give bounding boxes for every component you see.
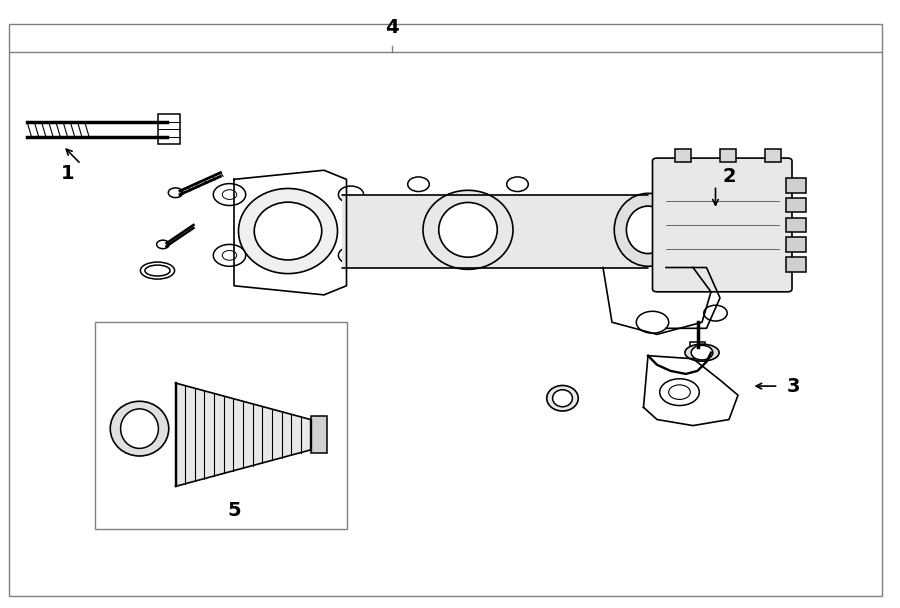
Ellipse shape (140, 262, 175, 279)
Ellipse shape (110, 401, 169, 456)
Circle shape (157, 240, 169, 249)
FancyBboxPatch shape (652, 158, 792, 292)
Circle shape (213, 244, 246, 266)
Bar (786, 178, 806, 193)
Circle shape (669, 385, 690, 399)
Bar (94, 322, 346, 529)
Bar (690, 342, 705, 347)
Ellipse shape (423, 190, 513, 269)
Bar (720, 149, 736, 162)
Bar (786, 198, 806, 213)
Ellipse shape (553, 390, 572, 407)
Ellipse shape (121, 409, 158, 449)
Ellipse shape (145, 265, 170, 276)
Circle shape (691, 345, 713, 360)
Ellipse shape (238, 188, 338, 274)
Bar (765, 149, 781, 162)
Bar (786, 257, 806, 272)
Ellipse shape (685, 344, 719, 361)
Polygon shape (176, 383, 310, 486)
Circle shape (338, 186, 364, 203)
Bar (310, 416, 327, 453)
Ellipse shape (626, 206, 670, 254)
Text: 4: 4 (384, 18, 399, 37)
Ellipse shape (254, 202, 322, 260)
Text: 1: 1 (60, 164, 75, 183)
Circle shape (168, 188, 183, 198)
Bar (342, 195, 648, 268)
Text: 5: 5 (227, 501, 241, 520)
Text: 2: 2 (722, 167, 736, 186)
Circle shape (660, 379, 699, 406)
Circle shape (213, 184, 246, 206)
Bar (158, 114, 180, 144)
Circle shape (408, 177, 429, 192)
Circle shape (338, 247, 364, 264)
Bar (786, 237, 806, 252)
Ellipse shape (547, 385, 578, 411)
Circle shape (222, 250, 237, 260)
Ellipse shape (439, 202, 497, 257)
Circle shape (222, 190, 237, 199)
Text: 3: 3 (787, 376, 801, 396)
Ellipse shape (614, 193, 682, 266)
Circle shape (704, 275, 727, 291)
Bar (675, 149, 691, 162)
Circle shape (636, 311, 669, 333)
Bar (786, 218, 806, 232)
Circle shape (507, 177, 528, 192)
Circle shape (704, 305, 727, 321)
